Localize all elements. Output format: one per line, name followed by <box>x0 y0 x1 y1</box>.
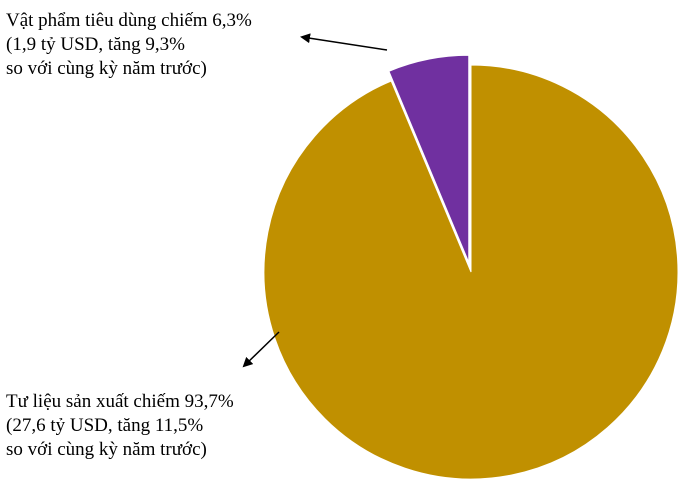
callout-production-line-3: so với cùng kỳ năm trước) <box>6 439 207 460</box>
arrow-production-goods <box>242 331 280 368</box>
callout-consumer-line-3: so với cùng kỳ năm trước) <box>6 58 207 79</box>
callout-consumer-goods: Vật phẩm tiêu dùng chiếm 6,3% (1,9 tỷ US… <box>6 9 252 81</box>
pie-slice-production-goods <box>263 64 679 480</box>
callout-arrows <box>242 33 388 368</box>
callout-production-goods: Tư liệu sản xuất chiếm 93,7% (27,6 tỷ US… <box>6 390 234 462</box>
callout-consumer-line-2: (1,9 tỷ USD, tăng 9,3% <box>6 34 185 55</box>
callout-production-line-1: Tư liệu sản xuất chiếm 93,7% <box>6 391 234 412</box>
pie-slice-consumer-goods <box>388 54 470 263</box>
callout-production-line-2: (27,6 tỷ USD, tăng 11,5% <box>6 415 204 436</box>
arrow-consumer-goods <box>300 33 388 51</box>
callout-consumer-line-1: Vật phẩm tiêu dùng chiếm 6,3% <box>6 10 252 31</box>
pie-slices <box>263 54 679 480</box>
